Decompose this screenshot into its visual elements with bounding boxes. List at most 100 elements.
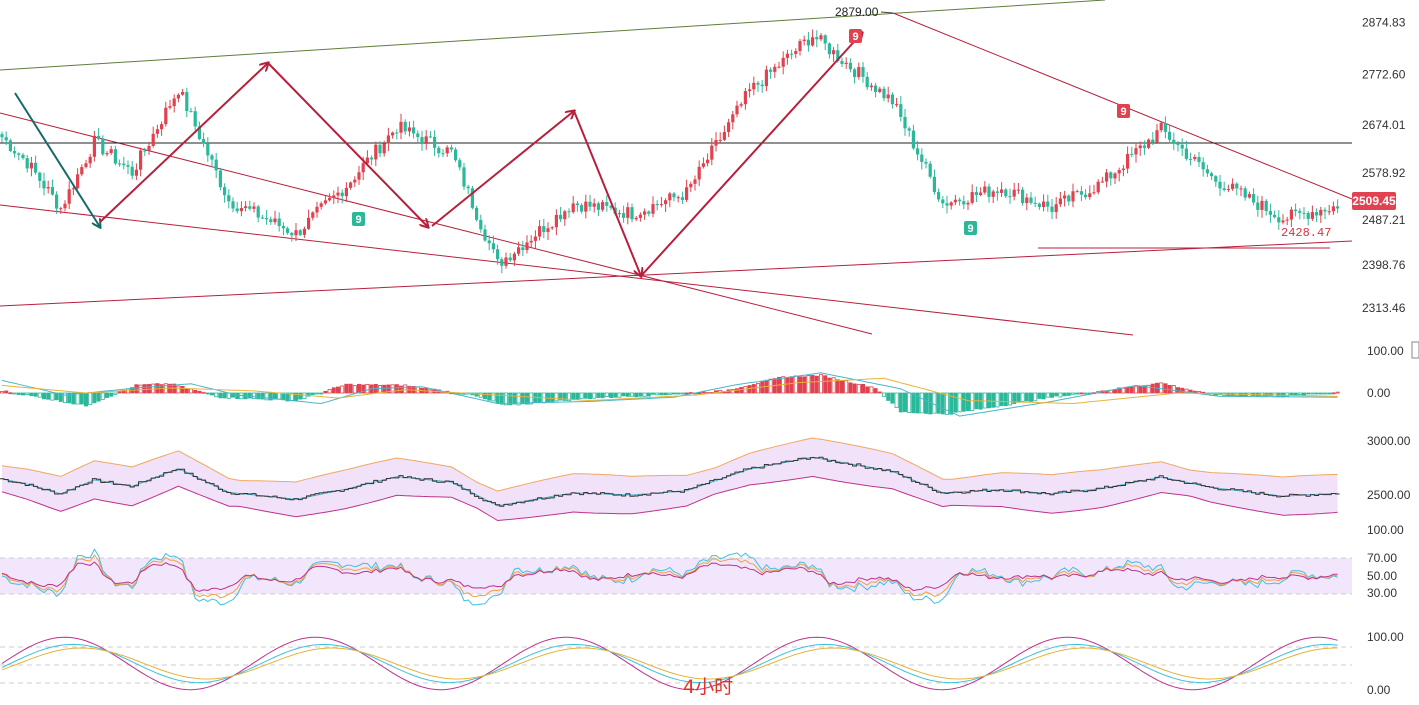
candle-body (370, 157, 374, 160)
candle-body (487, 240, 491, 244)
macd-histogram-bar (823, 375, 828, 394)
macd-histogram-bar (835, 379, 840, 394)
candle-body (80, 167, 84, 175)
macd-histogram-bar (79, 392, 84, 405)
candle (235, 201, 239, 214)
candle (525, 235, 529, 254)
macd-histogram-bar (663, 392, 668, 396)
candle-body (584, 201, 588, 212)
price-tick-label: 2772.60 (1362, 68, 1406, 82)
candle (122, 156, 126, 170)
candle-body (248, 206, 252, 209)
macd-histogram-bar (940, 392, 945, 415)
candle (1252, 188, 1256, 206)
macd-histogram-bar (562, 392, 567, 401)
candle (756, 80, 760, 92)
candle (764, 65, 768, 92)
support-annotation: 2428.47 (1281, 226, 1331, 240)
candle-body (903, 116, 907, 129)
macd-indicator (0, 372, 1340, 417)
candle-body (1147, 139, 1151, 148)
candle (496, 244, 500, 265)
candle-body (50, 187, 54, 195)
macd-histogram-bar (256, 392, 261, 400)
macd-histogram-bar (205, 392, 210, 395)
candle (1281, 214, 1285, 225)
macd-histogram-bar (1083, 392, 1088, 395)
boll-lower-line (1, 475, 1338, 522)
macd-histogram-bar (861, 383, 866, 394)
candle (1214, 175, 1218, 187)
candle (811, 29, 815, 47)
candle-body (1205, 169, 1209, 174)
candle-body (1067, 195, 1071, 202)
candle (874, 82, 878, 98)
candle-body (466, 186, 470, 189)
candle-body (743, 91, 747, 105)
candle (139, 147, 143, 177)
macd-histogram-bar (520, 392, 525, 405)
candle-body (932, 176, 936, 193)
macd-histogram-bar (1071, 392, 1076, 395)
candle (895, 97, 899, 108)
current-price-box (1352, 192, 1396, 210)
candle-body (1096, 181, 1100, 193)
candle-body (605, 202, 609, 206)
candle (1138, 141, 1142, 156)
candle-body (987, 186, 991, 197)
candle-body (155, 129, 159, 134)
candle (483, 224, 487, 243)
macd-histogram-bar (365, 383, 370, 394)
candle (802, 35, 806, 46)
candle-body (88, 156, 92, 164)
candle-body (517, 247, 521, 254)
td-badge-2-box (964, 221, 977, 235)
macd-histogram-bar (12, 392, 17, 395)
macd-histogram-bar (348, 383, 353, 394)
candle (903, 108, 907, 136)
candle (722, 125, 726, 142)
macd-histogram-bar (340, 385, 345, 394)
macd-histogram-bar (1121, 387, 1126, 394)
macd-histogram-bar (844, 380, 849, 394)
candle (790, 49, 794, 60)
macd-histogram-bar (390, 384, 395, 394)
candle-body (1075, 191, 1079, 193)
candle-body (97, 135, 101, 139)
macd-histogram-bar (277, 392, 282, 400)
macd-histogram-bar (919, 392, 924, 414)
macd-histogram-bar (789, 376, 794, 394)
candle (164, 101, 168, 127)
candle-body (462, 167, 466, 187)
candle (832, 47, 836, 62)
candle-body (55, 194, 59, 209)
candle-body (706, 159, 710, 164)
candle-body (260, 217, 264, 219)
macd-histogram-bar (575, 392, 580, 400)
macd-histogram-bar (852, 383, 857, 394)
candle-body (1138, 145, 1142, 149)
candle (1130, 146, 1134, 158)
candle-body (273, 218, 277, 223)
macd-histogram-bar (684, 392, 689, 395)
settings-icon[interactable] (1411, 341, 1419, 359)
candle (8, 138, 12, 153)
candle (760, 80, 764, 93)
candle (1100, 176, 1104, 183)
candle (370, 155, 374, 166)
candle-body (1063, 195, 1067, 199)
candle-body (357, 172, 361, 180)
macd-histogram-bar (1062, 392, 1067, 397)
candle (328, 193, 332, 202)
candle-body (361, 163, 365, 173)
candle-body (1180, 144, 1184, 149)
candle-body (496, 249, 500, 260)
candle-body (1184, 148, 1188, 159)
candle (1176, 140, 1180, 152)
macd-histogram-bar (1003, 392, 1008, 407)
candle (1260, 195, 1264, 218)
candle-body (139, 150, 143, 170)
candle (714, 132, 718, 152)
td-badge-4-box (849, 29, 862, 43)
candle (1302, 207, 1306, 220)
